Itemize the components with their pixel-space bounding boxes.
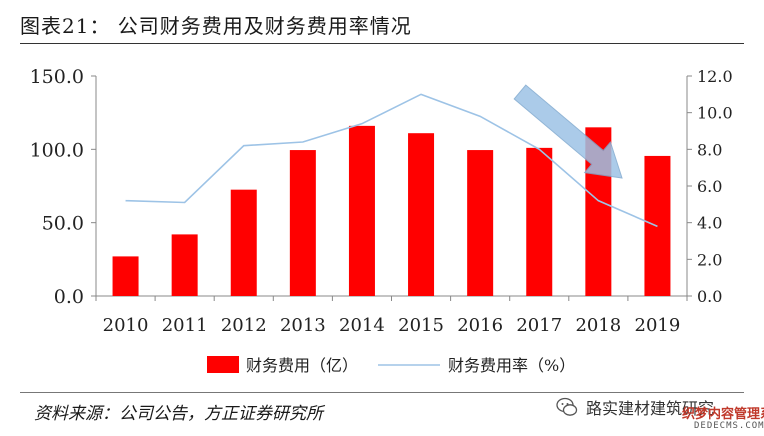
bar	[230, 189, 257, 296]
right-tick-label: 8.0	[697, 140, 722, 159]
x-tick-label: 2011	[162, 315, 208, 336]
x-tick-label: 2018	[575, 315, 621, 336]
x-tick-label: 2017	[516, 315, 562, 336]
watermark-account: 路实建材建筑研究	[586, 399, 715, 418]
x-tick-label: 2010	[103, 315, 149, 336]
trend-arrow	[513, 84, 623, 179]
watermark-overlay: 织梦内容管理系统	[682, 407, 764, 422]
chart-title: 图表21： 公司财务费用及财务费用率情况	[20, 14, 412, 38]
watermark: 路实建材建筑研究 织梦内容管理系统 DEDECMS.COM	[556, 392, 764, 436]
bar	[467, 150, 494, 296]
arrow-group	[513, 84, 623, 179]
legend-label-bar: 财务费用（亿）	[246, 356, 358, 375]
source-note: 资料来源：公司公告，方正证券研究所	[34, 404, 323, 424]
x-tick-label: 2012	[221, 315, 267, 336]
legend-swatch-bar	[207, 356, 239, 373]
right-tick-label: 6.0	[697, 177, 722, 196]
right-tick-label: 12.0	[697, 67, 733, 86]
bar	[526, 147, 553, 296]
title-divider	[20, 43, 744, 44]
left-tick-label: 50.0	[42, 213, 84, 235]
trend-arrow-shape	[513, 84, 623, 179]
source-divider	[20, 392, 744, 393]
bar	[289, 150, 316, 296]
watermark-url: DEDECMS.COM	[694, 421, 764, 431]
legend-label-line: 财务费用率（%）	[448, 356, 575, 375]
rate-line	[125, 93, 658, 228]
title-bar: 图表21： 公司财务费用及财务费用率情况	[20, 6, 744, 46]
x-tick-label: 2014	[339, 315, 385, 336]
wechat-icon	[556, 397, 578, 416]
right-tick-label: 0.0	[697, 287, 722, 306]
bar	[348, 125, 375, 296]
bar	[112, 256, 139, 296]
bar	[408, 133, 435, 296]
axes-group: 0.0 50.0 100.0 150.0 0.0 2.0 4.0 6.0 8.0 10.0 12.0…	[30, 66, 733, 336]
left-tick-label: 150.0	[30, 66, 84, 88]
x-tick-label: 2019	[635, 315, 681, 336]
x-tick-label: 2016	[457, 315, 503, 336]
left-tick-label: 0.0	[54, 286, 84, 308]
legend: 财务费用（亿） 财务费用率（%）	[207, 356, 575, 375]
x-tick-label: 2015	[398, 315, 444, 336]
right-tick-label: 4.0	[697, 214, 722, 233]
left-tick-label: 100.0	[30, 139, 84, 161]
chart-canvas: 0.0 50.0 100.0 150.0 0.0 2.0 4.0 6.0 8.0 10.0 12.0…	[30, 66, 733, 375]
bar	[171, 234, 198, 296]
right-tick-label: 2.0	[697, 250, 722, 269]
x-tick-label: 2013	[280, 315, 326, 336]
line-group	[125, 93, 658, 228]
right-tick-label: 10.0	[697, 104, 733, 123]
